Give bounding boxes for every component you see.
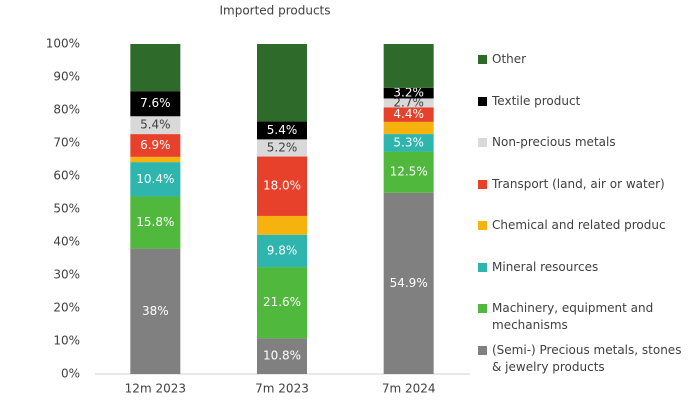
- bar-segment: [130, 196, 181, 249]
- x-tick-label: 7m 2023: [255, 382, 309, 396]
- bar-segment: [257, 121, 307, 140]
- y-tick-label: 100%: [46, 37, 80, 51]
- data-label: 15.8%: [136, 215, 174, 229]
- legend-label: Textile product: [492, 93, 581, 108]
- y-tick-label: 70%: [53, 136, 80, 150]
- data-label: 10.8%: [263, 349, 301, 363]
- y-tick-label: 40%: [53, 235, 80, 249]
- legend-swatch: [478, 221, 487, 230]
- bar-segment: [257, 44, 307, 122]
- data-label: 5.4%: [140, 118, 171, 132]
- bar-segment: [383, 107, 434, 122]
- y-tick-label: 50%: [53, 202, 80, 216]
- bar-segment: [383, 134, 434, 152]
- bar-segment: [383, 192, 434, 374]
- data-label: 54.9%: [390, 276, 428, 290]
- bar-segment: [130, 156, 181, 163]
- data-label: 6.9%: [140, 138, 171, 152]
- data-label: 21.6%: [263, 295, 301, 309]
- legend-label: (Semi-) Precious metals, stones & jewelr…: [492, 342, 682, 374]
- bar-segment: [130, 44, 181, 92]
- x-tick-label: 7m 2024: [382, 382, 436, 396]
- bar-segment: [130, 162, 181, 197]
- y-tick-label: 0%: [61, 367, 80, 381]
- data-label: 5.4%: [267, 123, 298, 137]
- data-label: 10.4%: [136, 172, 174, 186]
- bar-segment: [383, 121, 434, 135]
- data-label: 3.2%: [393, 86, 424, 100]
- data-label: 12.5%: [390, 165, 428, 179]
- data-label: 5.3%: [393, 135, 424, 149]
- legend-swatch: [478, 55, 487, 64]
- bar-segment: [257, 139, 307, 157]
- legend-swatch: [478, 138, 487, 147]
- legend-swatch: [478, 345, 487, 355]
- legend-swatch: [478, 96, 487, 106]
- x-tick-label: 12m 2023: [125, 382, 186, 396]
- y-tick-label: 20%: [53, 301, 80, 315]
- legend-label: Chemical and related produc: [492, 218, 666, 232]
- legend-label: Machinery, equipment and mechanisms: [492, 301, 654, 332]
- data-label: 9.8%: [267, 243, 298, 257]
- data-label: 2.7%: [393, 95, 424, 109]
- bar-segment: [257, 338, 307, 374]
- bar-segment: [257, 156, 307, 216]
- data-label: 7.6%: [140, 96, 171, 110]
- bar-segment: [383, 87, 434, 99]
- data-label: 5.2%: [267, 140, 298, 154]
- bar-segment: [130, 116, 181, 135]
- bar-segment: [383, 98, 434, 108]
- legend-label: Non-precious metals: [492, 135, 616, 149]
- bar-segment: [257, 215, 307, 235]
- bar-segment: [383, 44, 434, 88]
- data-label: 4.4%: [393, 107, 424, 121]
- y-tick-label: 90%: [53, 70, 80, 84]
- bar-segment: [257, 267, 307, 339]
- legend-swatch: [478, 179, 487, 189]
- bar-segment: [130, 91, 181, 117]
- chart-title: Imported products: [219, 4, 330, 18]
- y-tick-label: 60%: [53, 169, 80, 183]
- y-tick-label: 80%: [53, 103, 80, 117]
- bar-segment: [130, 248, 181, 374]
- data-label: 18.0%: [263, 179, 301, 193]
- y-tick-label: 30%: [53, 268, 80, 282]
- legend-swatch: [478, 262, 487, 272]
- legend-label: Other: [492, 52, 527, 66]
- bar-segment: [257, 234, 307, 268]
- legend-swatch: [478, 304, 487, 313]
- bar-segment: [383, 151, 434, 193]
- legend-label: Mineral resources: [492, 259, 599, 274]
- y-tick-label: 10%: [53, 334, 80, 348]
- data-label: 38%: [142, 304, 169, 318]
- bar-segment: [130, 134, 181, 157]
- legend-label: Transport (land, air or water): [492, 176, 665, 191]
